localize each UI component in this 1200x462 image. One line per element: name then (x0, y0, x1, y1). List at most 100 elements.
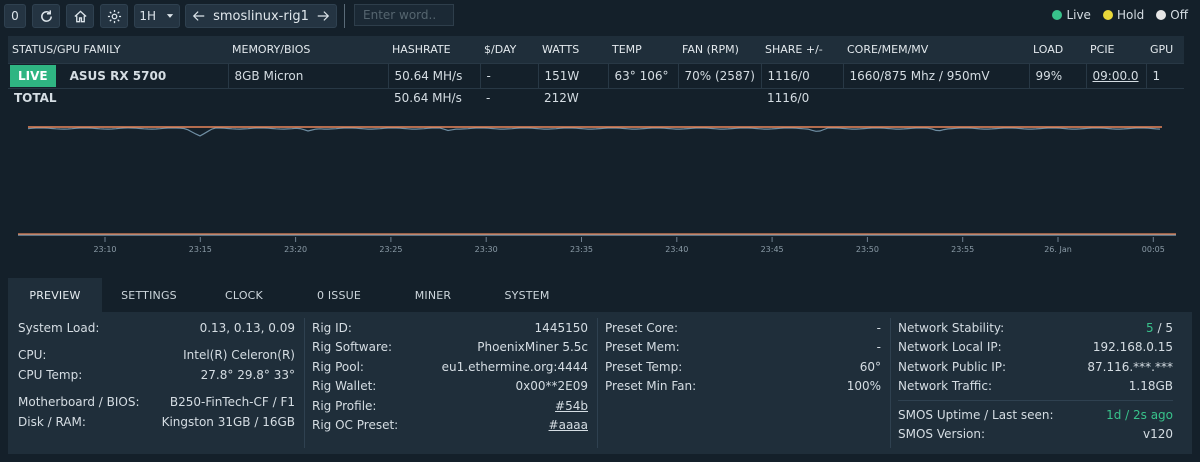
tab-preview[interactable]: PREVIEW (8, 278, 102, 312)
col-header[interactable]: WATTS (538, 36, 608, 63)
tab-settings[interactable]: SETTINGS (121, 288, 177, 302)
network-info: Network Stability: 5 / 5 Network Local IP… (898, 318, 1173, 444)
col-header[interactable]: TEMP (608, 36, 678, 63)
col-header[interactable]: STATUS/GPU FAMILY (8, 36, 228, 63)
col-header[interactable]: SHARE +/- (761, 36, 843, 63)
hashrate-cell: 50.64 MH/s (388, 62, 481, 88)
network-stability-row: Network Stability: 5 / 5 (898, 320, 1173, 335)
live-dot-icon (1052, 10, 1063, 20)
graph-x-label: 23:20 (284, 245, 307, 254)
total-day: - (480, 87, 538, 108)
graph-x-label: 23:15 (189, 245, 212, 254)
rig-oc-link[interactable]: #aaaa (548, 418, 588, 433)
tab-clock[interactable]: CLOCK (225, 288, 263, 302)
toolbar-divider (344, 4, 345, 28)
cpu-temp-row: CPU Temp: 27.8° 29.8° 33° (18, 367, 295, 382)
cpu-row: CPU: Intel(R) Celeron(R) (18, 348, 295, 363)
graph-x-label: 23:10 (93, 245, 116, 254)
count-button[interactable]: 0 (4, 4, 26, 28)
disk-ram-row: Disk / RAM: Kingston 31GB / 16GB (18, 414, 295, 429)
total-watts: 212W (538, 87, 608, 108)
gpu-index-cell: 1 (1146, 62, 1184, 88)
graph-svg: 23:10 23:15 23:20 23:25 23:30 23:35 23:40 23:45… (18, 126, 1176, 254)
smos-uptime-row: SMOS Uptime / Last seen: 1d / 2s ago (898, 407, 1173, 422)
col-header[interactable]: HASHRATE (388, 36, 480, 63)
col-header[interactable]: CORE/MEM/MV (843, 36, 1029, 63)
col-header[interactable]: FAN (RPM) (678, 36, 761, 63)
network-public-row: Network Public IP: 87.116.***.*** (898, 359, 1173, 374)
gpu-name: ASUS RX 5700 (69, 68, 167, 83)
legend-hold[interactable]: Hold (1102, 8, 1144, 22)
pcie-link[interactable]: 09:00.0 (1092, 68, 1139, 83)
col-header[interactable]: PCIE (1086, 36, 1146, 63)
home-icon (73, 9, 87, 22)
arrow-left-icon[interactable] (192, 9, 206, 23)
preset-fan-row: Preset Min Fan: 100% (605, 379, 881, 394)
tab-miner[interactable]: MINER (414, 288, 452, 302)
arrow-right-icon[interactable] (316, 9, 330, 23)
network-traffic-row: Network Traffic: 1.18GB (898, 379, 1173, 394)
rig-wallet-row: Rig Wallet: 0x00**2E09 (312, 379, 588, 394)
rig-software-row: Rig Software: PhoenixMiner 5.5c (312, 340, 588, 355)
gpu-status-cell: LIVE ASUS RX 5700 (8, 62, 229, 88)
count-label: 0 (11, 9, 19, 23)
rig-navigator: smoslinux-rig1 (185, 4, 337, 28)
table-row[interactable]: LIVE ASUS RX 5700 8GB Micron 50.64 MH/s -… (8, 62, 1184, 88)
table-header-row: STATUS/GPU FAMILY MEMORY/BIOS HASHRATE $… (8, 36, 1184, 63)
graph-x-label: 23:55 (951, 245, 974, 254)
off-dot-icon (1156, 10, 1167, 20)
col-header[interactable]: LOAD (1029, 36, 1086, 63)
load-cell: 99% (1029, 62, 1087, 88)
settings-button[interactable] (100, 4, 128, 28)
status-badge: LIVE (10, 64, 56, 87)
refresh-button[interactable] (32, 4, 60, 28)
share-cell: 1116/0 (761, 62, 844, 88)
core-cell: 1660/875 Mhz / 950mV (843, 62, 1030, 88)
total-hashrate: 50.64 MH/s (388, 87, 480, 108)
col-header[interactable]: $/DAY (480, 36, 538, 63)
gpu-table: STATUS/GPU FAMILY MEMORY/BIOS HASHRATE $… (8, 36, 1184, 108)
preset-temp-row: Preset Temp: 60° (605, 359, 881, 374)
total-row: TOTAL 50.64 MH/s - 212W 1116/0 (8, 87, 1184, 108)
network-local-row: Network Local IP: 192.168.0.15 (898, 340, 1173, 355)
graph-x-label: 26. Jan (1044, 245, 1072, 254)
hashrate-graph: 23:10 23:15 23:20 23:25 23:30 23:35 23:40 23:45… (8, 114, 1176, 264)
graph-x-label: 23:30 (475, 245, 498, 254)
tab-system[interactable]: SYSTEM (504, 288, 550, 302)
watts-cell: 151W (538, 62, 609, 88)
col-header[interactable]: MEMORY/BIOS (228, 36, 388, 63)
rig-id-row: Rig ID: 1445150 (312, 320, 588, 335)
fan-cell: 70% (2587) (678, 62, 762, 88)
graph-x-label: 23:40 (665, 245, 688, 254)
preset-core-row: Preset Core: - (605, 320, 881, 335)
home-button[interactable] (66, 4, 94, 28)
period-select[interactable]: 1H (134, 4, 180, 28)
rig-profile-row: Rig Profile: #54b (312, 398, 588, 413)
tab-bar: PREVIEW SETTINGS CLOCK 0 ISSUE MINER SYS… (8, 278, 1192, 312)
caret-down-icon (166, 14, 173, 18)
preview-panel: System Load: 0.13, 0.13, 0.09 CPU: Intel(R… (8, 312, 1192, 454)
rig-name: smoslinux-rig1 (213, 8, 309, 24)
search-input[interactable] (354, 4, 454, 26)
graph-x-label: 00:05 (1142, 245, 1165, 254)
col-header[interactable]: GPU (1146, 36, 1184, 63)
graph-x-label: 23:25 (379, 245, 402, 254)
temp-cell: 63° 106° (608, 62, 679, 88)
gear-icon (107, 9, 121, 23)
refresh-icon (40, 9, 52, 22)
system-load-row: System Load: 0.13, 0.13, 0.09 (18, 320, 295, 335)
system-info: System Load: 0.13, 0.13, 0.09 CPU: Intel(R… (18, 318, 295, 432)
graph-x-label: 23:35 (570, 245, 593, 254)
legend-off[interactable]: Off (1156, 8, 1188, 22)
graph-x-label: 23:45 (761, 245, 784, 254)
period-value: 1H (139, 9, 156, 23)
day-cell: - (480, 62, 539, 88)
hold-dot-icon (1102, 10, 1113, 20)
toolbar: 0 1H smoslinux-rig1 Live Hold Off (0, 0, 1200, 32)
smos-version-row: SMOS Version: v120 (898, 427, 1173, 442)
rig-info: Rig ID: 1445150 Rig Software: PhoenixMiner… (312, 318, 588, 435)
legend-live[interactable]: Live (1052, 8, 1091, 22)
rig-profile-link[interactable]: #54b (555, 398, 588, 413)
tab-issue[interactable]: 0 ISSUE (316, 288, 362, 302)
motherboard-row: Motherboard / BIOS: B250-FinTech-CF / F1 (18, 395, 295, 410)
